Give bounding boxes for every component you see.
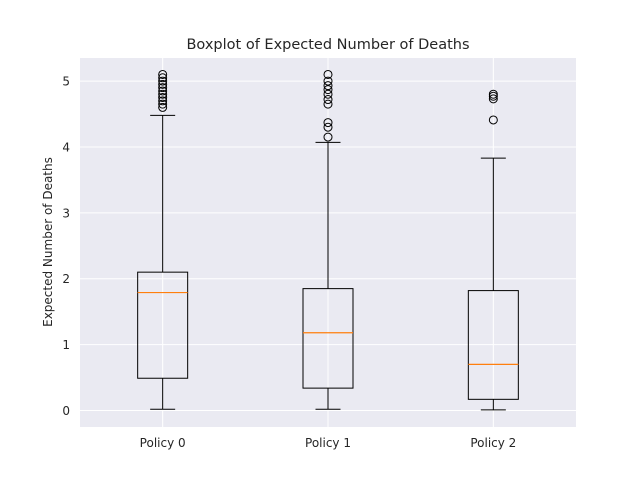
outlier-point [323, 118, 333, 128]
outlier-point [323, 132, 333, 142]
y-axis-ticks: 0 1 2 3 4 5 [62, 75, 70, 418]
y-tick-label: 0 [62, 404, 70, 418]
x-axis-ticks: Policy 0 Policy 1 Policy 2 [140, 436, 517, 450]
outlier-point [158, 89, 168, 99]
outlier-point [158, 102, 168, 112]
outlier-point [488, 94, 498, 104]
outlier-point [323, 81, 333, 91]
outlier-point [158, 99, 168, 109]
iqr-box [137, 271, 189, 379]
box-group [467, 89, 519, 411]
outlier-point [158, 96, 168, 106]
outlier-point [158, 83, 168, 93]
outlier-point [323, 99, 333, 109]
outlier-point [323, 85, 333, 95]
outlier-point [323, 89, 333, 99]
y-tick-label: 3 [62, 206, 70, 220]
outlier-point [488, 89, 498, 99]
outlier-point [158, 76, 168, 86]
x-tick-label: Policy 1 [305, 436, 351, 450]
box-group [137, 69, 189, 410]
y-tick-label: 2 [62, 272, 70, 286]
boxes [137, 69, 519, 411]
outlier-point [158, 69, 168, 79]
x-tick-label: Policy 2 [470, 436, 516, 450]
y-tick-label: 4 [62, 140, 70, 154]
outlier-point [158, 93, 168, 103]
outlier-point [323, 76, 333, 86]
x-tick-label: Policy 0 [140, 436, 186, 450]
outlier-point [323, 69, 333, 79]
outlier-point [158, 73, 168, 83]
outlier-point [323, 122, 333, 132]
chart-title: Boxplot of Expected Number of Deaths [186, 37, 469, 53]
outlier-point [158, 86, 168, 96]
y-tick-label: 5 [62, 75, 70, 89]
y-axis-label: Expected Number of Deaths [41, 157, 55, 327]
outlier-point [488, 115, 498, 125]
box-group [302, 69, 354, 410]
outlier-point [158, 79, 168, 89]
y-tick-label: 1 [62, 338, 70, 352]
iqr-box [467, 290, 519, 400]
iqr-box [302, 288, 354, 389]
outlier-point [323, 95, 333, 105]
